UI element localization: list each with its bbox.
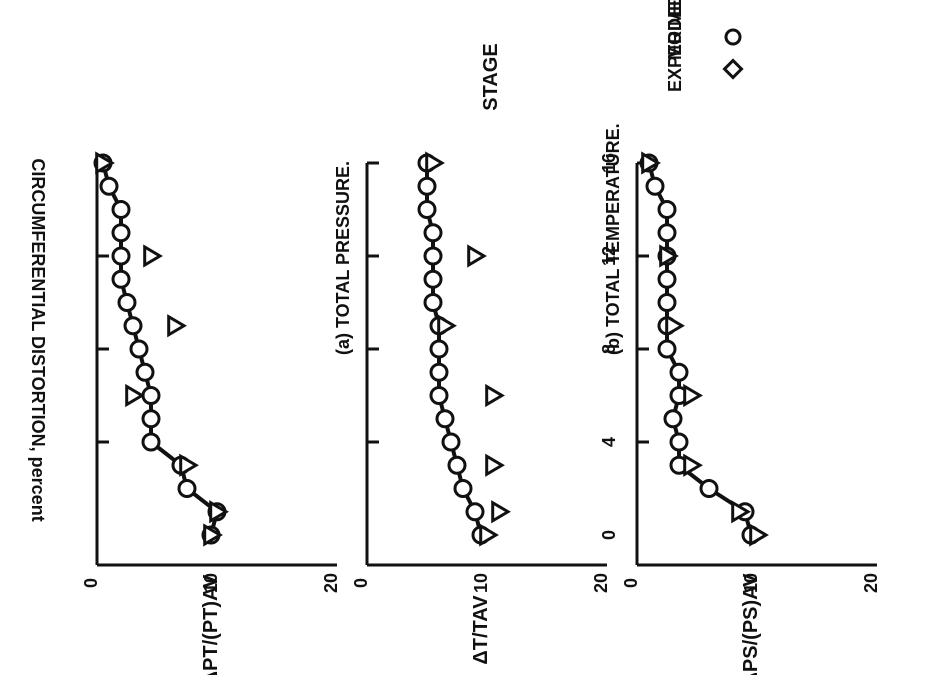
model-point	[111, 246, 131, 266]
model-point	[177, 479, 197, 498]
legend-circle-icon	[724, 28, 742, 46]
series-model	[417, 153, 491, 545]
model-point	[657, 293, 677, 312]
experimental-point	[665, 314, 685, 338]
model-point	[123, 316, 143, 336]
model-point	[645, 176, 665, 196]
model-point	[657, 200, 677, 219]
experimental-point	[479, 523, 499, 547]
model-point	[453, 479, 473, 498]
stage-tick-label: 0	[599, 530, 619, 540]
panel-value-label: ΔT/TAV	[470, 595, 492, 665]
stage-tick-label: 4	[599, 437, 619, 447]
experimental-point	[203, 523, 223, 547]
model-point	[423, 246, 443, 266]
model-point	[141, 432, 161, 452]
experimental-point	[749, 523, 769, 547]
panel-value-label: ΔPT/(PT)AV	[200, 574, 222, 675]
model-point	[435, 409, 455, 429]
value-tick-label: 20	[861, 573, 881, 593]
value-tick-label: 10	[201, 573, 221, 593]
value-tick-label: 20	[321, 573, 341, 593]
model-point	[111, 269, 131, 289]
experimental-point	[209, 500, 229, 524]
panel-1: 0 10 20 ΔPT/(PT)AV (a) TOTAL PRESSURE.	[81, 151, 353, 680]
legend-label-model: MODEL	[665, 0, 685, 60]
experimental-point	[467, 244, 487, 268]
model-point	[429, 362, 449, 382]
experimental-point	[425, 151, 445, 175]
model-point	[669, 432, 689, 452]
model-point	[111, 200, 131, 219]
model-point	[657, 339, 677, 359]
model-point	[135, 362, 155, 382]
series-experimental	[641, 151, 769, 547]
experimental-point	[179, 453, 199, 477]
panel-value-label: ΔPS/(PS)AV	[740, 573, 762, 675]
series-model	[93, 153, 227, 545]
experimental-point	[485, 383, 505, 408]
panel-2: 0 10 20 ΔT/TAV (b) TOTAL TEMPERATURE.	[351, 123, 623, 664]
model-point	[657, 269, 677, 289]
panel-caption: (b) TOTAL TEMPERATURE.	[603, 123, 623, 355]
experimental-point	[683, 383, 703, 408]
experimental-point	[95, 151, 115, 175]
experimental-point	[731, 500, 751, 524]
panel-caption: (a) TOTAL PRESSURE.	[333, 161, 353, 355]
experimental-point	[485, 453, 505, 477]
experimental-point	[641, 151, 661, 175]
model-point	[441, 432, 461, 452]
series-model	[639, 153, 761, 545]
value-tick-label: 10	[471, 573, 491, 593]
model-point	[417, 200, 437, 219]
value-tick-label: 10	[741, 573, 761, 593]
series-experimental	[95, 151, 229, 547]
model-point	[129, 339, 149, 359]
model-point	[423, 269, 443, 289]
stage-tick-label: 12	[599, 246, 619, 266]
experimental-point	[143, 244, 163, 268]
model-point	[699, 479, 719, 498]
model-point	[141, 386, 161, 405]
y-axis-title: CIRCUMFERENTIAL DISTORTION, percent	[28, 158, 48, 521]
value-tick-label: 20	[591, 573, 611, 593]
experimental-point	[167, 314, 187, 338]
legend: MODEL EXPERIMENTAL	[665, 0, 744, 92]
value-tick-label: 0	[81, 578, 101, 588]
model-point	[429, 386, 449, 405]
experimental-point	[125, 383, 145, 408]
model-point	[111, 223, 131, 243]
model-point	[669, 362, 689, 382]
experimental-point	[659, 244, 679, 268]
experimental-point	[683, 453, 703, 477]
stage-tick-label: 8	[599, 344, 619, 354]
legend-diamond-icon	[722, 58, 744, 80]
model-point	[423, 223, 443, 243]
experimental-point	[437, 314, 457, 338]
model-point	[117, 293, 137, 312]
legend-label-experimental: EXPERIMENTAL	[665, 0, 685, 92]
model-point	[447, 455, 467, 475]
panel-3: 4 8 12 16 0 0 10 20 ΔPS/(PS)AV	[599, 151, 881, 680]
model-point	[417, 176, 437, 196]
stage-tick-label: 16	[599, 153, 619, 173]
value-tick-label: 0	[351, 578, 371, 588]
model-point	[465, 502, 485, 522]
x-axis-title: STAGE	[480, 43, 502, 110]
value-tick-label: 0	[621, 578, 641, 588]
model-point	[429, 339, 449, 359]
experimental-point	[491, 500, 511, 524]
model-point	[141, 409, 161, 429]
model-point	[423, 293, 443, 312]
series-experimental	[425, 151, 511, 547]
model-point	[99, 176, 119, 196]
model-point	[657, 223, 677, 243]
model-point	[663, 409, 683, 429]
